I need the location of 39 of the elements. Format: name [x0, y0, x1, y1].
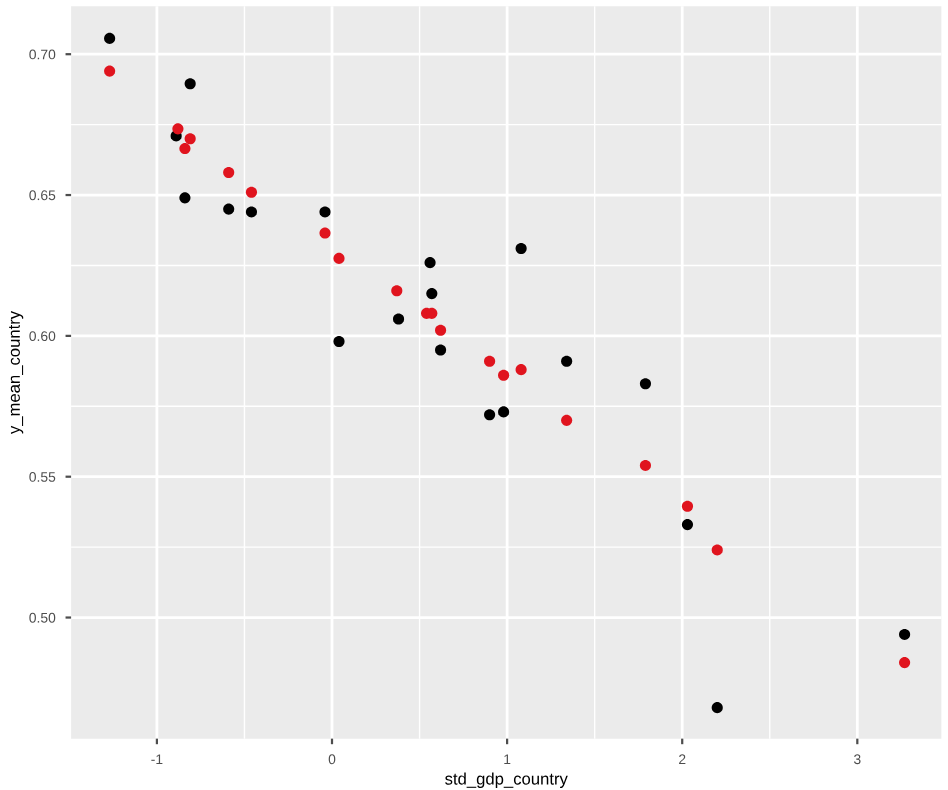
point — [681, 519, 694, 531]
point — [561, 414, 573, 426]
point — [184, 133, 196, 145]
point — [899, 628, 911, 640]
point — [179, 143, 191, 155]
point — [515, 243, 527, 255]
point — [899, 657, 911, 669]
point — [426, 288, 438, 300]
point — [223, 203, 235, 215]
point — [484, 409, 496, 421]
point — [392, 313, 405, 325]
point — [319, 206, 331, 218]
point — [424, 257, 436, 269]
point — [184, 78, 196, 90]
point — [711, 702, 723, 714]
x-axis-title: std_gdp_country — [445, 772, 568, 788]
point — [319, 227, 331, 239]
point — [498, 406, 510, 418]
point — [245, 206, 258, 218]
point — [223, 166, 235, 179]
point — [179, 192, 191, 204]
point — [172, 123, 184, 135]
point — [104, 65, 116, 77]
point — [391, 285, 403, 297]
point — [333, 252, 345, 264]
point — [484, 355, 496, 367]
point — [245, 186, 258, 198]
point — [681, 500, 694, 512]
point — [639, 378, 651, 390]
point — [435, 344, 447, 356]
point — [333, 335, 345, 348]
point — [561, 355, 573, 367]
y-axis-title: y_mean_country — [9, 310, 24, 435]
point — [639, 459, 651, 471]
point — [104, 32, 116, 44]
point — [498, 369, 510, 381]
point — [515, 364, 527, 376]
point — [711, 544, 723, 556]
point — [435, 324, 447, 336]
